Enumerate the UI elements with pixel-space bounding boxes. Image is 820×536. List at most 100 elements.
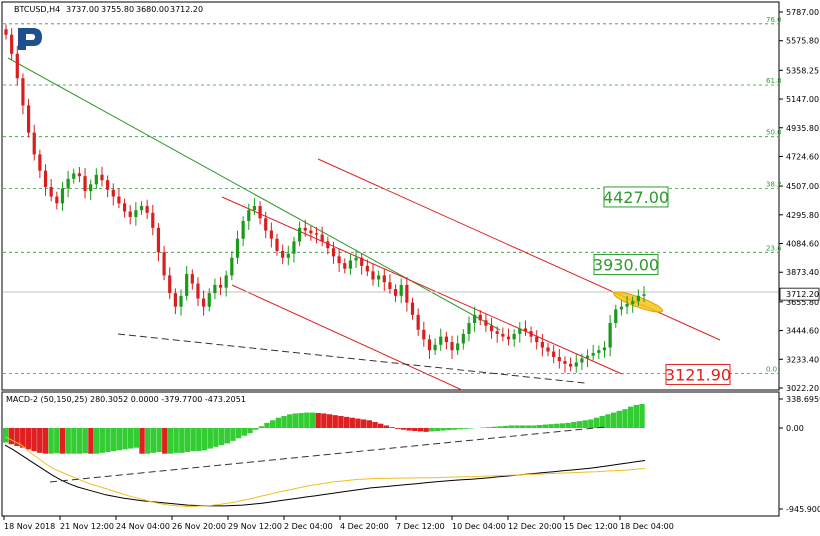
time-tick-label: 10 Dec 04:00 xyxy=(452,522,506,531)
candle-body xyxy=(495,331,499,334)
macd-histogram-bar xyxy=(321,413,327,429)
candle-body xyxy=(247,210,251,222)
price-tick-label: 4084.60 xyxy=(786,240,819,249)
price-tick-label: 4724.60 xyxy=(786,152,819,161)
macd-histogram-bar xyxy=(54,428,60,454)
macd-histogram-bar xyxy=(281,416,287,429)
macd-histogram-bar xyxy=(616,410,622,429)
candle-body xyxy=(179,295,183,307)
candle-body xyxy=(433,344,437,351)
candle-body xyxy=(382,275,386,283)
macd-histogram-bar xyxy=(537,425,543,429)
macd-histogram-bar xyxy=(633,404,640,429)
candle-body xyxy=(574,362,578,367)
candle-body xyxy=(196,283,200,299)
macd-histogram-bar xyxy=(457,428,463,430)
candle-body xyxy=(619,306,624,310)
price-tick-label: 5147.00 xyxy=(786,95,819,104)
macd-signal-line xyxy=(4,436,646,507)
macd-histogram-bar xyxy=(576,421,583,429)
candle-body xyxy=(557,357,561,362)
price-axis: 5787.00 5575.80 5358.25 5147.00 4935.80 4724.… xyxy=(779,8,819,393)
macd-histogram-bar xyxy=(582,420,588,429)
macd-histogram-bar xyxy=(48,428,54,454)
candle-body xyxy=(535,336,539,343)
candle-body xyxy=(111,189,115,197)
candle-body xyxy=(371,271,375,280)
candle-body xyxy=(422,329,426,340)
candle-body xyxy=(151,212,155,228)
macd-histogram-bar xyxy=(196,428,202,452)
candle-body xyxy=(38,154,42,171)
chart-header-low: 3680.00 xyxy=(136,5,169,14)
candle-body xyxy=(309,230,313,234)
macd-histogram-bar xyxy=(446,428,452,431)
current-price-marker: 3712.20 xyxy=(779,287,820,301)
price-annotation-box xyxy=(665,363,731,385)
time-tick-label: 21 Nov 12:00 xyxy=(60,522,114,531)
macd-histogram-bar xyxy=(514,425,520,429)
price-tick-label: 4295.80 xyxy=(786,211,819,220)
candle-body xyxy=(478,314,482,321)
macd-histogram-bar xyxy=(88,428,94,454)
macd-histogram-bar xyxy=(110,428,117,452)
macd-histogram-bar xyxy=(224,428,230,444)
candle-body xyxy=(213,284,217,294)
macd-histogram-bar xyxy=(37,428,43,453)
time-axis: 18 Nov 2018 21 Nov 12:00 24 Nov 04:00 26 No… xyxy=(3,516,674,531)
macd-histogram-bar xyxy=(65,428,71,454)
time-tick-label: 15 Dec 12:00 xyxy=(564,522,618,531)
chart-header-high: 3755.80 xyxy=(101,5,134,14)
candle-body xyxy=(489,325,494,332)
trend-lines xyxy=(3,57,778,391)
candle-body xyxy=(360,257,364,266)
candle-body xyxy=(608,323,612,348)
time-tick-label: 2 Dec 04:00 xyxy=(284,522,333,531)
macd-histogram-bar xyxy=(201,428,208,451)
candle-body xyxy=(235,238,240,258)
candle-body xyxy=(393,289,398,296)
candle-body xyxy=(642,294,646,296)
macd-histogram-bar xyxy=(167,428,174,454)
macd-histogram-bar xyxy=(241,428,248,436)
macd-histogram-bar xyxy=(463,428,469,429)
macd-histogram-bar xyxy=(315,413,321,429)
macd-histogram-bar xyxy=(451,428,458,430)
candle-body xyxy=(286,253,290,258)
macd-histogram-bar xyxy=(485,427,492,429)
candle-body xyxy=(202,298,206,307)
macd-histogram-bar xyxy=(593,417,600,429)
macd-histogram-bar xyxy=(599,416,605,429)
candle-body xyxy=(597,350,601,353)
macd-histogram-bar xyxy=(309,412,316,429)
price-tick-label: 3444.60 xyxy=(786,327,819,336)
macd-histogram-bar xyxy=(218,428,225,446)
macd-histogram-bar xyxy=(343,416,350,429)
candle-body xyxy=(450,342,454,351)
macd-histogram-bar xyxy=(139,428,145,454)
time-tick-label: 4 Dec 20:00 xyxy=(340,522,389,531)
macd-histogram-bar xyxy=(93,428,100,454)
fib-level-label: 76.0 xyxy=(766,16,782,24)
candle-body xyxy=(230,257,234,276)
macd-histogram-bar xyxy=(355,418,361,429)
macd-histogram-bar xyxy=(417,428,424,432)
price-tick-label: 5358.25 xyxy=(786,66,819,75)
macd-histogram-bar xyxy=(298,413,304,429)
macd-histogram-bar xyxy=(491,426,497,429)
candle-body xyxy=(377,275,381,280)
candle-body xyxy=(55,196,59,204)
macd-histogram-bar xyxy=(434,428,441,431)
candle-body xyxy=(173,293,177,307)
price-tick-label: 3022.20 xyxy=(786,384,819,393)
macd-histogram-bar xyxy=(366,420,372,429)
macd-line xyxy=(4,444,646,507)
price-annotation-box xyxy=(593,254,659,276)
macd-histogram-bar xyxy=(133,428,140,448)
macd-histogram-bar xyxy=(395,428,401,429)
candle-body xyxy=(625,303,629,307)
candle-body xyxy=(506,336,511,340)
macd-histogram-bar xyxy=(377,423,384,429)
candle-body xyxy=(388,282,392,290)
